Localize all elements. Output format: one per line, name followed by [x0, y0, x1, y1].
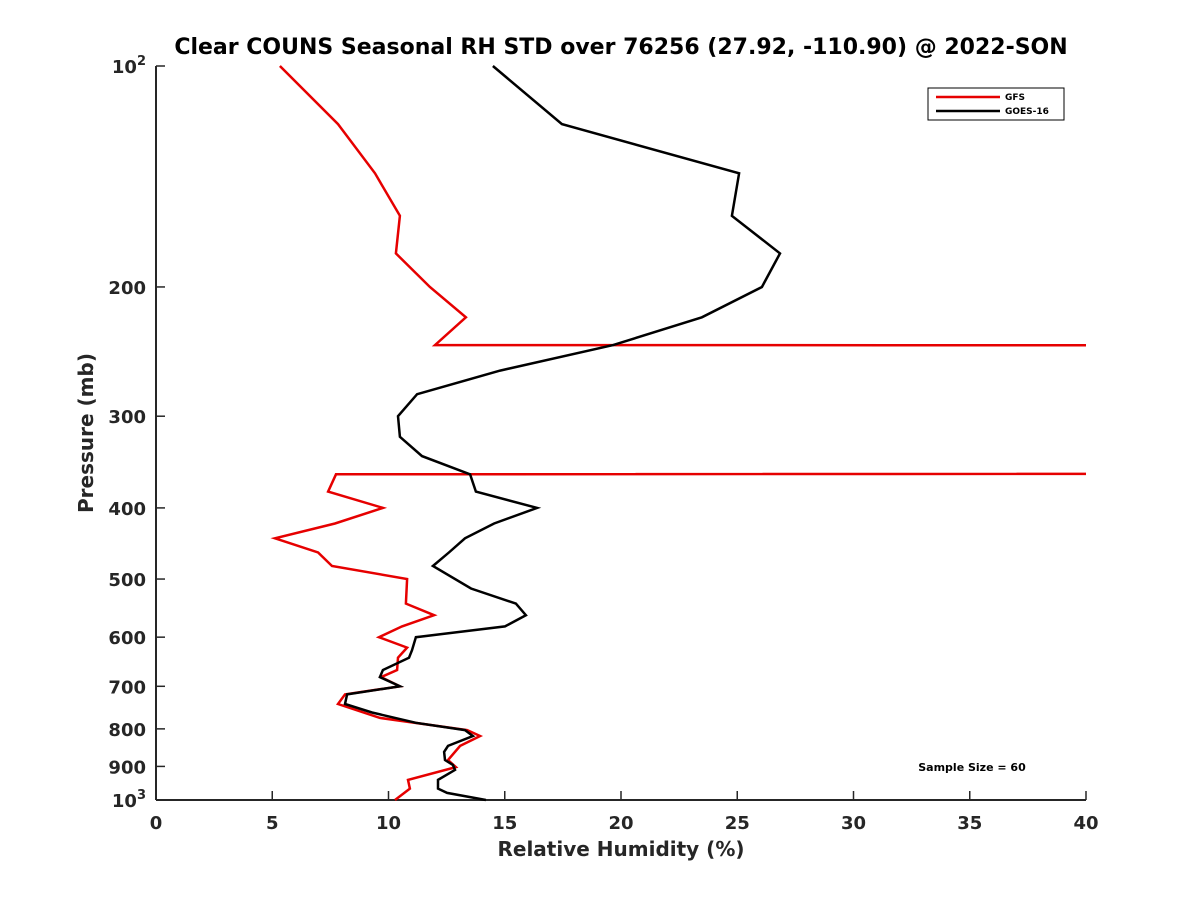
y-tick-label: 102	[112, 54, 146, 78]
legend-label-goes16: GOES-16	[1005, 107, 1049, 117]
y-tick-label-exponent: 3	[137, 788, 146, 803]
y-tick-label: 103	[112, 788, 146, 812]
x-tick-label: 25	[725, 813, 750, 834]
x-tick-label: 30	[841, 813, 866, 834]
y-tick-label: 900	[108, 757, 146, 778]
y-tick-label: 400	[108, 499, 146, 520]
x-axis-label: Relative Humidity (%)	[497, 837, 744, 861]
x-tick-label: 15	[492, 813, 517, 834]
series-line-gfs	[270, 65, 1086, 801]
x-tick-label: 35	[957, 813, 982, 834]
x-tick-label: 20	[608, 813, 633, 834]
axes: 0 5 10 15 20 25 30 35 40102200300400500600700800…	[108, 54, 1098, 834]
legend: GFS GOES-16	[927, 87, 1065, 121]
series-lines	[270, 65, 1086, 802]
sample-size-annotation: Sample Size = 60	[918, 761, 1026, 774]
y-tick-label: 500	[108, 570, 146, 591]
y-tick-label: 200	[108, 278, 146, 299]
chart-title: Clear COUNS Seasonal RH STD over 76256 (…	[174, 35, 1067, 60]
y-axis-label: Pressure (mb)	[74, 353, 98, 513]
legend-label-gfs: GFS	[1005, 93, 1025, 103]
y-tick-label: 700	[108, 677, 146, 698]
x-tick-label: 40	[1073, 813, 1098, 834]
series-line-goes16	[343, 65, 782, 802]
x-tick-label: 10	[376, 813, 401, 834]
x-tick-label: 5	[266, 813, 279, 834]
y-tick-label-base: 10	[112, 57, 137, 78]
y-tick-label-base: 10	[112, 791, 137, 812]
legend-box	[927, 87, 1065, 121]
x-tick-label: 0	[150, 813, 163, 834]
y-tick-label: 600	[108, 628, 146, 649]
y-tick-label: 300	[108, 407, 146, 428]
y-tick-label: 800	[108, 720, 146, 741]
y-tick-label-exponent: 2	[137, 54, 146, 69]
